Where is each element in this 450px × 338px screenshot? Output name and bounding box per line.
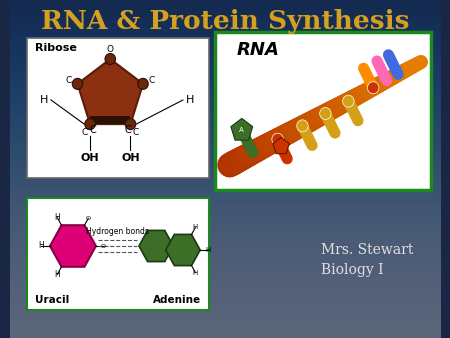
Text: C: C [65, 76, 72, 85]
Text: H: H [54, 213, 60, 222]
Circle shape [272, 133, 284, 145]
Text: Mrs. Stewart: Mrs. Stewart [320, 243, 413, 257]
Circle shape [320, 107, 331, 120]
Polygon shape [139, 231, 173, 262]
Bar [27, 198, 209, 310]
Text: H: H [193, 269, 198, 275]
Text: C: C [90, 125, 96, 135]
Text: H: H [54, 270, 60, 279]
Text: O: O [86, 216, 91, 221]
Circle shape [297, 120, 308, 132]
Polygon shape [90, 116, 130, 124]
Text: Biology I: Biology I [320, 263, 383, 277]
Text: Uracil: Uracil [35, 295, 69, 305]
Text: H: H [39, 241, 44, 250]
Text: Ribose: Ribose [35, 43, 76, 53]
Circle shape [72, 78, 83, 89]
Circle shape [342, 95, 354, 107]
Circle shape [125, 119, 136, 130]
Text: Hydrogen bonds: Hydrogen bonds [86, 227, 149, 237]
Circle shape [85, 119, 95, 130]
Text: H: H [40, 95, 49, 105]
Bar [27, 38, 209, 178]
Text: O: O [101, 243, 106, 248]
Polygon shape [231, 118, 253, 140]
Text: C: C [124, 125, 131, 135]
Text: O: O [107, 45, 114, 53]
Text: OH: OH [121, 153, 140, 163]
Text: Adenine: Adenine [153, 295, 201, 305]
Text: C: C [149, 76, 155, 85]
Text: OH: OH [81, 153, 99, 163]
Bar [216, 32, 431, 190]
Text: RNA: RNA [237, 41, 280, 59]
Text: H: H [185, 95, 194, 105]
Polygon shape [273, 137, 289, 154]
Text: H: H [205, 247, 211, 253]
Polygon shape [77, 59, 143, 124]
Circle shape [105, 53, 116, 65]
Polygon shape [50, 225, 96, 267]
Text: A: A [239, 127, 244, 134]
Polygon shape [166, 235, 200, 266]
Text: H: H [193, 224, 198, 231]
Circle shape [368, 82, 379, 94]
Text: RNA & Protein Synthesis: RNA & Protein Synthesis [41, 9, 409, 34]
Text: C: C [133, 128, 139, 137]
Text: C: C [81, 128, 88, 137]
Circle shape [138, 78, 148, 89]
